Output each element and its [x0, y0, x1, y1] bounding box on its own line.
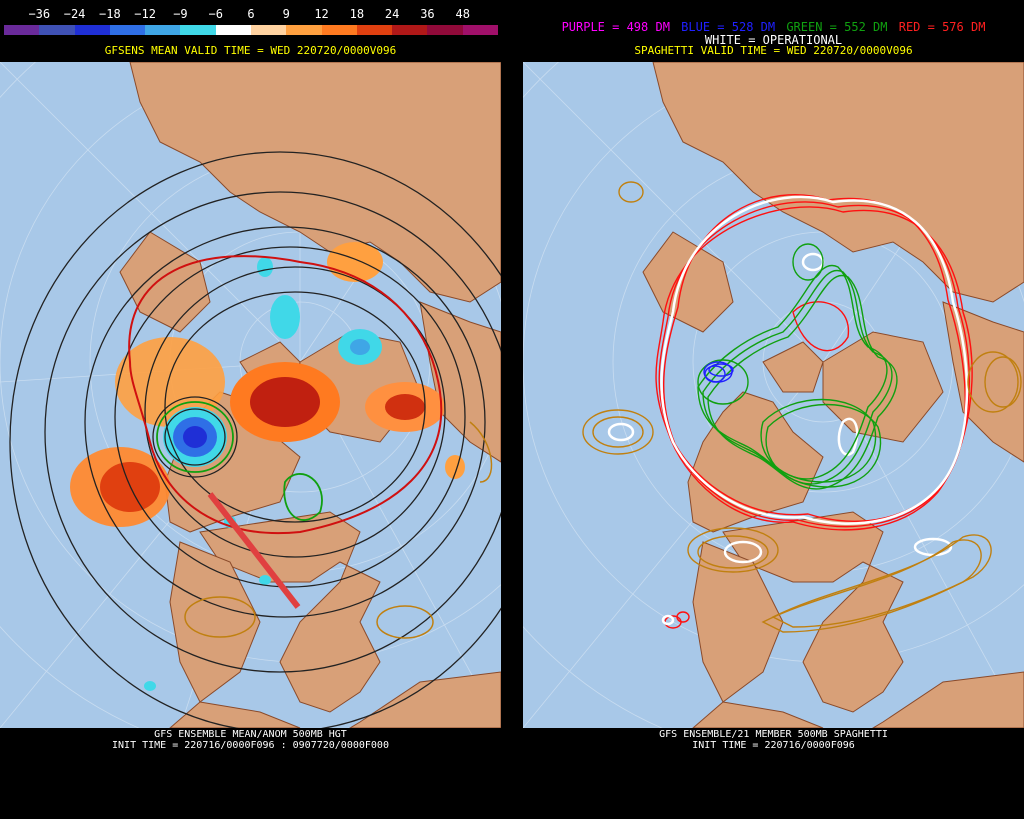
left-footer-init: INIT TIME = 220716/0000F096 : 0907720/00… — [112, 740, 389, 751]
colorbar-label: 48 — [455, 7, 470, 21]
ensemble-mean-anomaly-panel: −36 −24 −18 −12 −9 −6 6 9 12 18 24 36 48 GFSENS MEAN… — [0, 0, 501, 819]
colorbar-label: 24 — [384, 7, 400, 21]
green-552-members — [697, 243, 898, 490]
gold-588-members — [582, 181, 1022, 633]
contour-legend: PURPLE = 498 DM BLUE = 528 DM GREEN = 55… — [523, 21, 1024, 34]
trough-axis — [207, 492, 301, 609]
negative-anomalies — [144, 257, 382, 691]
left-footer-title: GFS ENSEMBLE MEAN/ANOM 500MB HGT — [154, 729, 347, 740]
legend-blue: BLUE = 528 DM — [681, 20, 776, 34]
colorbar-label: −18 — [99, 7, 121, 21]
colorbar-swatch — [39, 25, 75, 35]
legend-red: RED = 576 DM — [898, 20, 986, 34]
colorbar-swatch — [4, 25, 40, 35]
colorbar-label: 9 — [282, 7, 290, 21]
colorbar-label: 6 — [247, 7, 255, 21]
colorbar-swatch — [74, 25, 110, 35]
legend-purple: PURPLE = 498 DM — [561, 20, 670, 34]
positive-anomalies — [70, 242, 465, 527]
spaghetti-panel: PURPLE = 498 DM BLUE = 528 DM GREEN = 55… — [523, 0, 1024, 819]
colorbar-swatch — [215, 25, 251, 35]
left-valid-time: GFSENS MEAN VALID TIME = WED 220720/0000… — [104, 44, 397, 57]
operational-label: WHITE = OPERATIONAL — [704, 33, 843, 47]
left-map — [0, 62, 501, 728]
colorbar-swatch — [392, 25, 428, 35]
colorbar-label: 18 — [349, 7, 365, 21]
right-footer-init: INIT TIME = 220716/0000F096 — [692, 740, 855, 751]
colorbar-label: −36 — [28, 7, 51, 21]
blue-528-members — [703, 361, 734, 383]
colorbar-label: −6 — [208, 7, 223, 21]
colorbar-swatch — [321, 25, 357, 35]
colorbar-label: 36 — [420, 7, 435, 21]
colorbar-swatch — [356, 25, 393, 35]
colorbar-swatch — [427, 25, 463, 35]
588-contour — [184, 421, 493, 639]
colorbar-swatch — [462, 25, 498, 35]
operational-576 — [607, 195, 969, 626]
height-contours — [9, 151, 501, 728]
colorbar-swatch — [286, 25, 322, 35]
legend-green: GREEN = 552 DM — [786, 20, 888, 34]
colorbar-swatch — [145, 25, 181, 35]
colorbar-swatch — [180, 25, 216, 35]
colorbar-label: 12 — [314, 7, 329, 21]
anomaly-colorbar: −36 −24 −18 −12 −9 −6 6 9 12 18 24 36 48 — [4, 7, 498, 37]
colorbar-label: −12 — [134, 7, 156, 21]
right-map — [523, 62, 1024, 728]
left-footer: GFS ENSEMBLE MEAN/ANOM 500MB HGT INIT TI… — [0, 729, 501, 751]
colorbar-swatch — [251, 25, 287, 35]
colorbar-label: −24 — [63, 7, 86, 21]
576-contour — [128, 255, 443, 535]
552-contour — [156, 401, 323, 521]
colorbar-label: −9 — [173, 7, 188, 21]
colorbar-swatch — [109, 25, 146, 35]
right-footer: GFS ENSEMBLE/21 MEMBER 500MB SPAGHETTI I… — [523, 729, 1024, 751]
right-footer-title: GFS ENSEMBLE/21 MEMBER 500MB SPAGHETTI — [659, 729, 888, 740]
right-valid-time: SPAGHETTI VALID TIME = WED 220720/0000V0… — [634, 44, 913, 57]
